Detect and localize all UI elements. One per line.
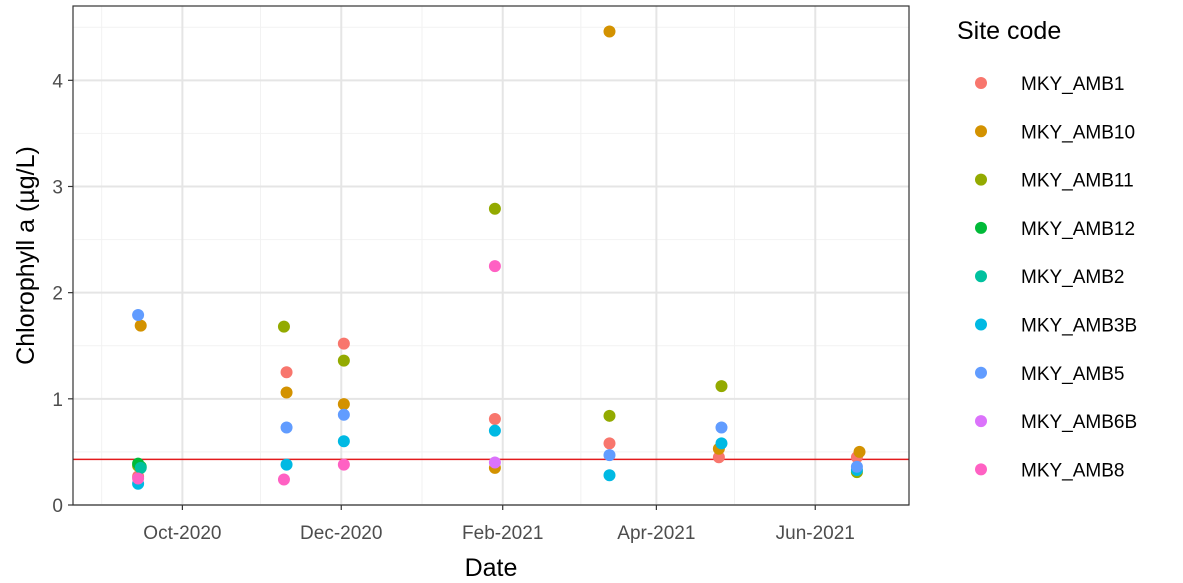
data-point — [337, 398, 350, 411]
y-tick-label: 0 — [52, 496, 63, 517]
data-point — [337, 458, 350, 471]
data-point — [337, 435, 350, 448]
data-point — [280, 366, 293, 379]
data-point — [280, 421, 293, 434]
data-point — [488, 202, 501, 215]
data-point — [488, 260, 501, 273]
data-point — [337, 354, 350, 367]
legend-key — [975, 270, 987, 283]
x-tick-label: Feb-2021 — [462, 523, 543, 544]
legend-label: MKY_AMB5 — [1021, 364, 1124, 385]
legend-label: MKY_AMB1 — [1021, 74, 1124, 95]
data-point — [337, 408, 350, 421]
legend-key — [975, 173, 987, 186]
legend-label: MKY_AMB8 — [1021, 460, 1124, 481]
x-tick-label: Oct-2020 — [143, 523, 221, 544]
legend-key — [975, 77, 987, 89]
legend-label: MKY_AMB2 — [1021, 267, 1124, 288]
data-point — [715, 421, 728, 434]
legend-label: MKY_AMB12 — [1021, 219, 1135, 240]
y-axis-title: Chlorophyll a (µg/L) — [12, 146, 40, 365]
data-point — [280, 386, 293, 399]
y-tick-label: 3 — [52, 177, 63, 198]
data-point — [134, 461, 147, 474]
y-tick-label: 4 — [52, 71, 63, 92]
legend-title: Site code — [957, 17, 1061, 45]
data-point — [488, 424, 501, 437]
data-points — [132, 25, 866, 490]
minor-gridlines — [73, 6, 909, 505]
data-point — [488, 456, 501, 469]
data-point — [277, 320, 290, 333]
legend-key — [975, 366, 987, 379]
legend-label: MKY_AMB11 — [1021, 171, 1134, 192]
data-point — [603, 469, 616, 482]
data-point — [603, 437, 616, 450]
x-axis-title: Date — [465, 554, 518, 582]
legend-key — [975, 463, 987, 476]
data-point — [132, 308, 145, 321]
y-tick-label: 1 — [52, 390, 63, 411]
x-axis: Oct-2020 Dec-2020 Feb-2021 Apr-2021 Jun-2021 — [143, 505, 855, 544]
data-point — [712, 451, 725, 464]
data-point — [277, 473, 290, 486]
data-point — [715, 380, 728, 393]
plot-panel — [72, 5, 910, 506]
legend-label: MKY_AMB6B — [1021, 412, 1137, 433]
x-tick-label: Apr-2021 — [617, 523, 695, 544]
legend-key — [975, 221, 987, 234]
data-point — [603, 25, 616, 38]
data-point — [850, 460, 863, 473]
data-point — [280, 458, 293, 471]
data-point — [134, 319, 147, 332]
data-point — [337, 337, 350, 350]
x-tick-label: Dec-2020 — [300, 523, 382, 544]
legend-key — [975, 125, 987, 138]
data-point — [603, 449, 616, 462]
x-tick-label: Jun-2021 — [776, 523, 855, 544]
plot-border — [72, 5, 910, 506]
data-point — [853, 445, 866, 458]
y-axis: 0 1 2 3 4 — [52, 71, 73, 517]
legend-key — [975, 415, 987, 428]
data-point — [715, 437, 728, 450]
legend-label: MKY_AMB10 — [1021, 122, 1135, 143]
data-point — [132, 472, 145, 485]
legend-items: MKY_AMB1 MKY_AMB10 MKY_AMB11 MKY_AMB12 MKY_A… — [975, 74, 1137, 481]
y-tick-label: 2 — [52, 284, 63, 305]
data-point — [603, 409, 616, 422]
legend: Site code MKY_AMB1MKY_AMB10MKY_AMB11MKY_… — [957, 17, 1137, 481]
data-point — [488, 413, 501, 426]
legend-key — [975, 318, 987, 331]
legend-label: MKY_AMB3B — [1021, 316, 1137, 337]
